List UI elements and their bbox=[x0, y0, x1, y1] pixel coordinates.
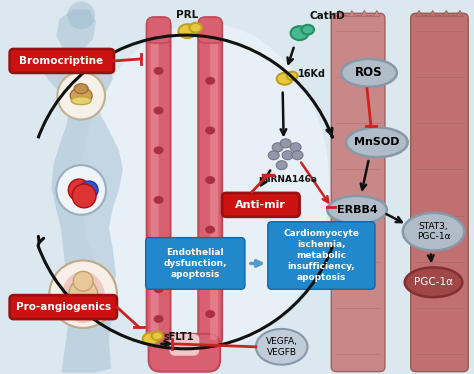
Circle shape bbox=[56, 165, 106, 215]
Ellipse shape bbox=[346, 128, 408, 157]
Ellipse shape bbox=[81, 23, 329, 351]
FancyBboxPatch shape bbox=[149, 334, 220, 372]
FancyBboxPatch shape bbox=[268, 222, 375, 289]
Text: Endothelial
dysfunction,
apoptosis: Endothelial dysfunction, apoptosis bbox=[164, 248, 227, 279]
Text: Pro-angiogenics: Pro-angiogenics bbox=[16, 302, 111, 312]
Text: ROS: ROS bbox=[355, 66, 383, 79]
Polygon shape bbox=[436, 15, 443, 16]
FancyBboxPatch shape bbox=[9, 295, 117, 319]
Polygon shape bbox=[456, 10, 463, 16]
Polygon shape bbox=[450, 15, 456, 16]
FancyBboxPatch shape bbox=[151, 28, 159, 340]
Text: PRL: PRL bbox=[176, 10, 199, 20]
Ellipse shape bbox=[403, 213, 465, 251]
Ellipse shape bbox=[405, 267, 462, 297]
FancyBboxPatch shape bbox=[146, 17, 171, 43]
Text: Bromocriptine: Bromocriptine bbox=[19, 56, 103, 66]
Polygon shape bbox=[355, 15, 361, 16]
Ellipse shape bbox=[71, 96, 91, 105]
Ellipse shape bbox=[272, 143, 283, 152]
Circle shape bbox=[67, 1, 95, 29]
FancyBboxPatch shape bbox=[410, 13, 468, 372]
Ellipse shape bbox=[292, 151, 303, 160]
Text: PGC-1α: PGC-1α bbox=[414, 277, 453, 287]
Text: ERBB4: ERBB4 bbox=[337, 205, 377, 215]
Text: Anti-mir: Anti-mir bbox=[236, 200, 286, 210]
FancyBboxPatch shape bbox=[170, 334, 199, 356]
Ellipse shape bbox=[154, 315, 164, 323]
Polygon shape bbox=[416, 10, 422, 16]
Ellipse shape bbox=[68, 278, 98, 316]
Ellipse shape bbox=[143, 333, 159, 345]
Ellipse shape bbox=[154, 146, 164, 154]
Ellipse shape bbox=[290, 143, 301, 152]
Circle shape bbox=[49, 260, 117, 328]
Ellipse shape bbox=[291, 26, 309, 40]
FancyBboxPatch shape bbox=[146, 237, 245, 289]
FancyBboxPatch shape bbox=[198, 17, 222, 346]
Circle shape bbox=[72, 184, 96, 208]
Ellipse shape bbox=[205, 126, 215, 134]
Ellipse shape bbox=[205, 77, 215, 85]
Text: Cardiomyocyte
ischemia,
metabolic
insufficiency,
apoptosis: Cardiomyocyte ischemia, metabolic insuff… bbox=[283, 229, 359, 282]
Text: CathD: CathD bbox=[310, 11, 345, 21]
Text: miRNA146a: miRNA146a bbox=[258, 175, 317, 184]
Ellipse shape bbox=[154, 67, 164, 75]
FancyBboxPatch shape bbox=[331, 13, 385, 372]
Ellipse shape bbox=[276, 161, 287, 170]
Ellipse shape bbox=[287, 72, 298, 80]
Ellipse shape bbox=[61, 272, 105, 323]
Ellipse shape bbox=[205, 176, 215, 184]
Polygon shape bbox=[429, 10, 436, 16]
Ellipse shape bbox=[178, 24, 196, 38]
Text: STAT3,
PGC-1α: STAT3, PGC-1α bbox=[417, 222, 450, 241]
Ellipse shape bbox=[301, 25, 314, 34]
Polygon shape bbox=[422, 15, 429, 16]
Ellipse shape bbox=[152, 332, 163, 340]
Ellipse shape bbox=[341, 59, 397, 87]
FancyBboxPatch shape bbox=[146, 17, 171, 346]
Polygon shape bbox=[367, 15, 374, 16]
Text: 16Kd: 16Kd bbox=[298, 69, 326, 79]
Polygon shape bbox=[361, 10, 367, 16]
Ellipse shape bbox=[74, 84, 88, 94]
FancyBboxPatch shape bbox=[198, 17, 222, 43]
Polygon shape bbox=[374, 10, 380, 16]
Ellipse shape bbox=[277, 73, 292, 85]
Ellipse shape bbox=[205, 310, 215, 318]
Ellipse shape bbox=[154, 107, 164, 114]
FancyBboxPatch shape bbox=[222, 193, 300, 217]
Ellipse shape bbox=[154, 196, 164, 204]
Polygon shape bbox=[349, 10, 355, 16]
FancyBboxPatch shape bbox=[9, 49, 114, 73]
Polygon shape bbox=[336, 10, 343, 16]
Ellipse shape bbox=[70, 88, 92, 104]
Circle shape bbox=[80, 181, 98, 199]
Circle shape bbox=[57, 72, 105, 120]
Text: VEGFA,
VEGFB: VEGFA, VEGFB bbox=[266, 337, 298, 356]
Text: sFLT1: sFLT1 bbox=[164, 332, 194, 342]
Ellipse shape bbox=[154, 285, 164, 293]
Ellipse shape bbox=[280, 139, 291, 148]
Polygon shape bbox=[343, 15, 349, 16]
Polygon shape bbox=[443, 10, 450, 16]
Circle shape bbox=[73, 272, 93, 291]
Ellipse shape bbox=[328, 196, 387, 224]
Circle shape bbox=[68, 179, 90, 201]
Ellipse shape bbox=[282, 151, 293, 160]
Ellipse shape bbox=[268, 151, 279, 160]
Ellipse shape bbox=[256, 329, 308, 365]
Polygon shape bbox=[44, 9, 123, 373]
Ellipse shape bbox=[154, 246, 164, 254]
Text: MnSOD: MnSOD bbox=[354, 137, 400, 147]
FancyBboxPatch shape bbox=[210, 28, 218, 340]
Ellipse shape bbox=[205, 226, 215, 234]
Ellipse shape bbox=[189, 23, 202, 33]
Ellipse shape bbox=[205, 275, 215, 283]
